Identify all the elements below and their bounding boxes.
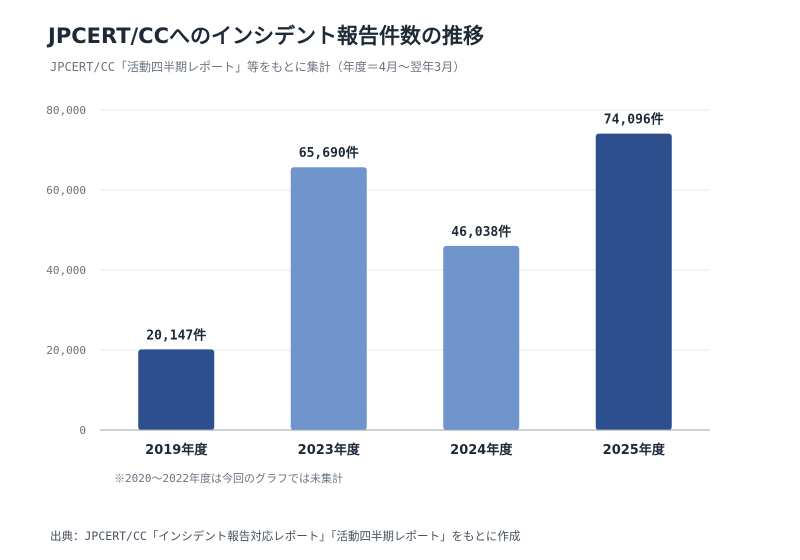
x-tick-labels: 2019年度 2023年度 2024年度 2025年度 xyxy=(145,442,666,458)
y-tick-label: 40,000 xyxy=(46,264,86,277)
data-label: 65,690件 xyxy=(299,145,359,161)
bar xyxy=(595,133,672,430)
data-label: 74,096件 xyxy=(604,112,664,128)
chart-title: JPCERT/CCへのインシデント報告件数の推移 xyxy=(48,24,485,48)
y-tick-label: 0 xyxy=(79,424,86,437)
y-tick-label: 60,000 xyxy=(46,184,86,197)
source-credit: 出典：JPCERT/CC「インシデント報告対応レポート」「活動四半期レポート」を… xyxy=(50,529,521,543)
bars xyxy=(138,133,672,431)
x-tick-label: 2023年度 xyxy=(298,442,361,458)
footnote: ※2020〜2022年度は今回のグラフでは未集計 xyxy=(114,472,343,485)
bar-chart: 0 20,000 40,000 60,000 80,000 20,147件 65,690件… xyxy=(46,104,710,458)
x-tick-label: 2025年度 xyxy=(603,442,666,458)
data-label: 46,038件 xyxy=(451,224,511,240)
y-tick-labels: 0 20,000 40,000 60,000 80,000 xyxy=(46,104,86,437)
x-tick-label: 2024年度 xyxy=(450,442,513,458)
chart-subtitle: JPCERT/CC「活動四半期レポート」等をもとに集計（年度＝4月〜翌年3月） xyxy=(50,60,466,74)
bar xyxy=(138,349,215,430)
bar xyxy=(443,245,520,430)
x-tick-label: 2019年度 xyxy=(145,442,208,458)
bar xyxy=(290,167,367,431)
data-labels: 20,147件 65,690件 46,038件 74,096件 xyxy=(146,112,663,344)
y-tick-label: 80,000 xyxy=(46,104,86,117)
data-label: 20,147件 xyxy=(146,327,206,343)
y-tick-label: 20,000 xyxy=(46,344,86,357)
